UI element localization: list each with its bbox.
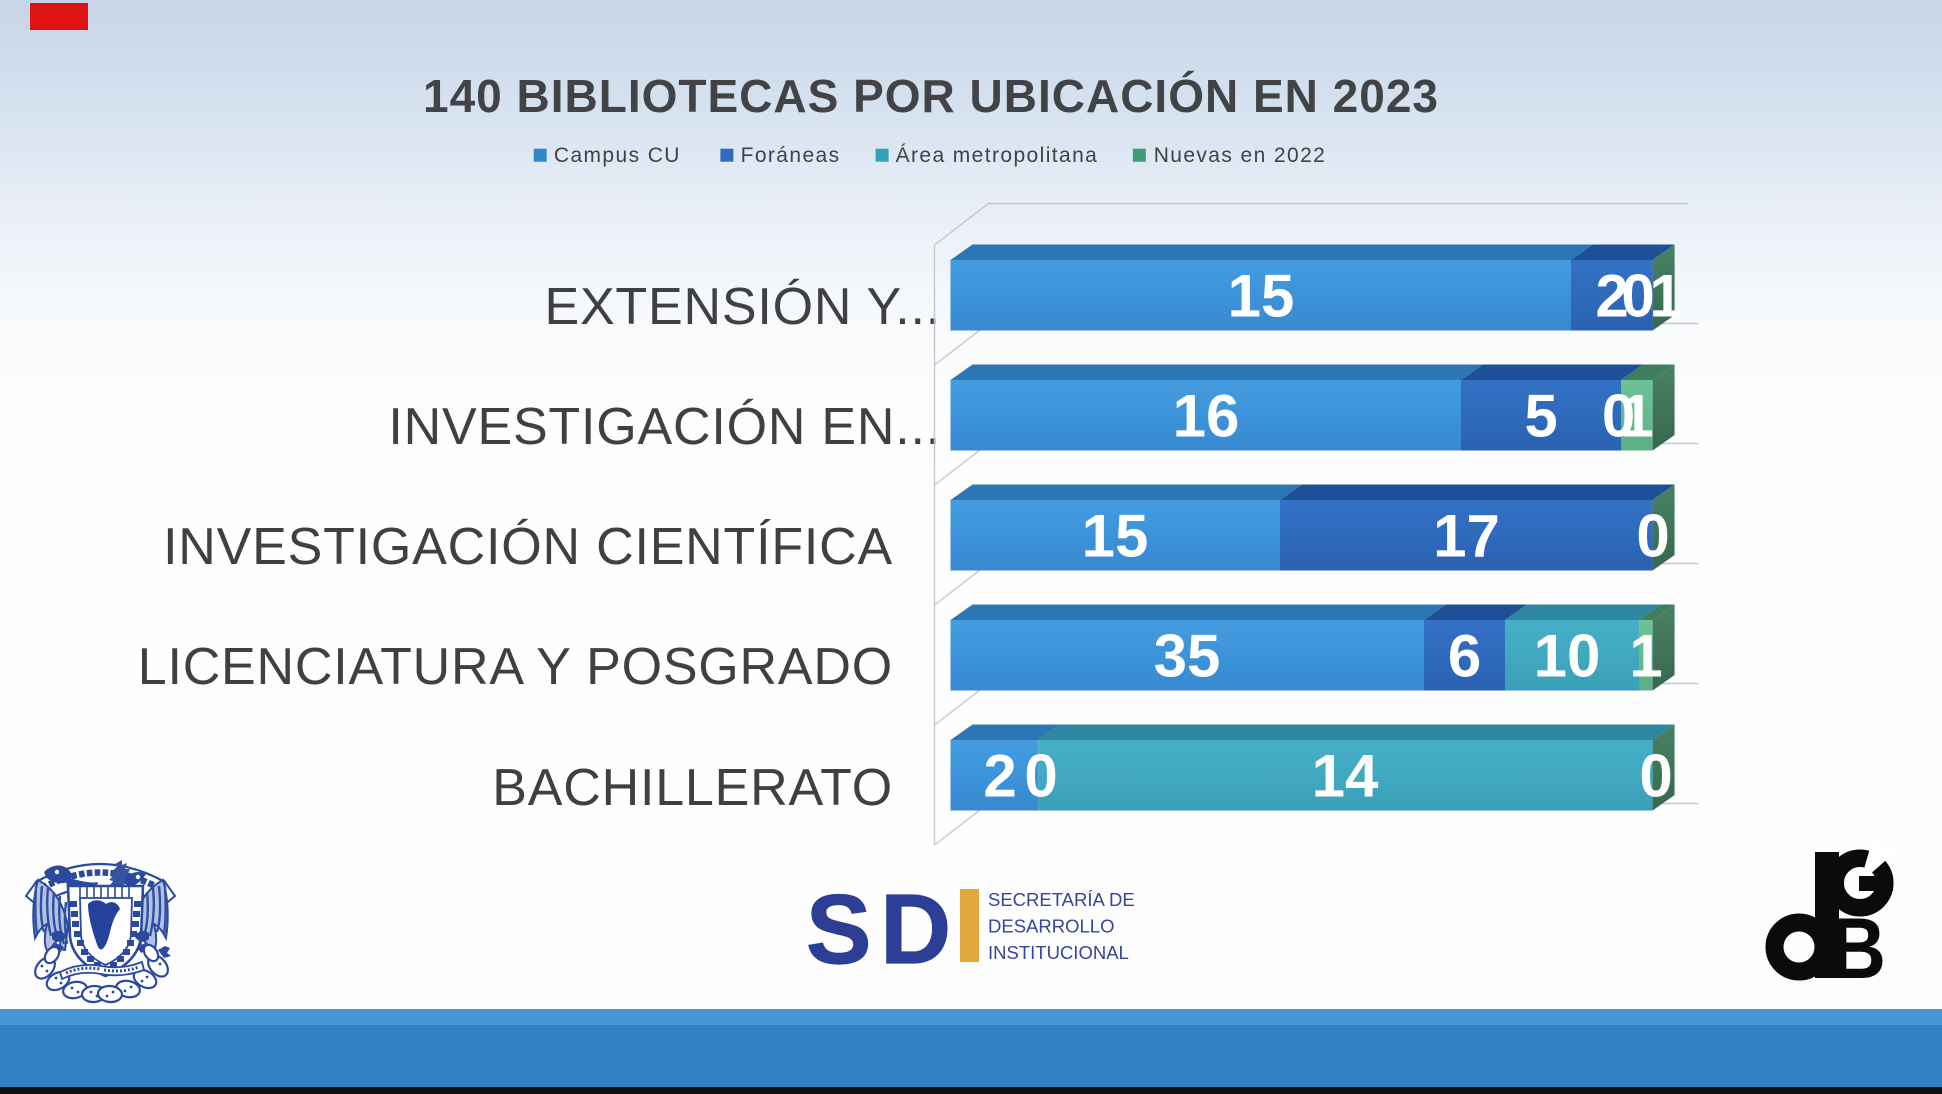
svg-text:17: 17 (1433, 502, 1500, 569)
svg-text:Foráneas: Foráneas (741, 144, 841, 167)
svg-text:0: 0 (1639, 742, 1672, 809)
svg-text:15: 15 (1228, 262, 1295, 329)
svg-text:BACHILLERATO: BACHILLERATO (492, 759, 893, 817)
svg-text:1: 1 (1629, 622, 1662, 689)
svg-text:5: 5 (1524, 382, 1557, 449)
svg-text:16: 16 (1173, 382, 1240, 449)
svg-text:Área metropolitana: Área metropolitana (896, 144, 1099, 167)
svg-text:0: 0 (1602, 382, 1635, 449)
svg-text:14: 14 (1312, 742, 1379, 809)
svg-text:15: 15 (1082, 502, 1149, 569)
svg-text:INSTITUCIONAL: INSTITUCIONAL (988, 942, 1129, 963)
svg-text:2: 2 (983, 742, 1016, 809)
svg-text:0: 0 (1636, 502, 1669, 569)
svg-text:6: 6 (1448, 622, 1481, 689)
svg-text:Nuevas en 2022: Nuevas en 2022 (1154, 144, 1327, 167)
svg-text:2: 2 (1595, 262, 1628, 329)
svg-text:EXTENSIÓN Y...: EXTENSIÓN Y... (544, 278, 941, 336)
svg-text:SECRETARÍA DE: SECRETARÍA DE (988, 889, 1135, 910)
svg-text:Campus CU: Campus CU (554, 144, 681, 167)
svg-text:0: 0 (1024, 742, 1057, 809)
svg-text:INVESTIGACIÓN EN...: INVESTIGACIÓN EN... (388, 398, 941, 456)
svg-text:DESARROLLO: DESARROLLO (988, 916, 1114, 937)
svg-text:B: B (1830, 901, 1886, 997)
svg-text:35: 35 (1154, 622, 1221, 689)
svg-text:10: 10 (1534, 622, 1601, 689)
svg-text:1: 1 (1649, 262, 1682, 329)
svg-text:0: 0 (1621, 262, 1654, 329)
svg-text:1: 1 (1620, 382, 1653, 449)
svg-text:140 BIBLIOTECAS POR UBICACIÓN: 140 BIBLIOTECAS POR UBICACIÓN EN 2023 (423, 70, 1439, 122)
svg-text:INVESTIGACIÓN CIENTÍFICA: INVESTIGACIÓN CIENTÍFICA (163, 518, 893, 576)
svg-text:LICENCIATURA Y POSGRADO: LICENCIATURA Y POSGRADO (138, 638, 893, 696)
